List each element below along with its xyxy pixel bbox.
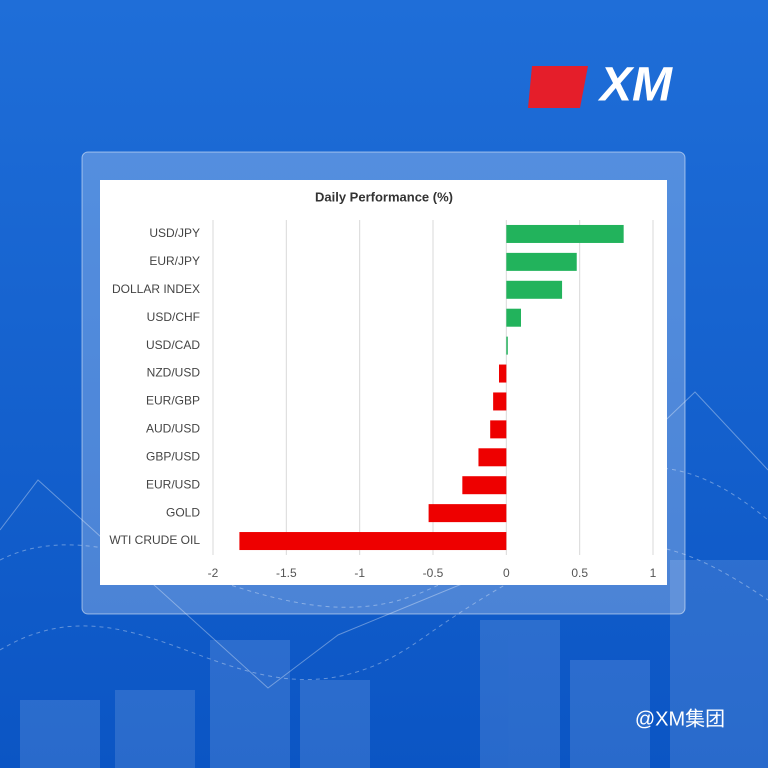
bar <box>239 532 507 551</box>
bar <box>506 336 508 355</box>
bar <box>506 308 521 327</box>
bar <box>506 224 624 243</box>
chart-title: Daily Performance (%) <box>315 189 453 204</box>
plot: -2 -1.5 -1 -0.5 0 0.5 1 USD/JPY EUR/JPY DOLLAR IN… <box>109 220 657 580</box>
bar <box>490 420 507 439</box>
x-tick-label: -2 <box>208 566 219 580</box>
y-tick-label: NZD/USD <box>147 366 201 380</box>
y-tick-label: EUR/JPY <box>149 254 200 268</box>
bar <box>506 280 563 299</box>
bar <box>428 504 507 523</box>
chart-area <box>100 180 667 585</box>
y-tick-label: DOLLAR INDEX <box>112 282 200 296</box>
y-tick-label: USD/JPY <box>149 226 200 240</box>
x-tick-label: 0 <box>503 566 510 580</box>
x-tick-label: 0.5 <box>571 566 588 580</box>
y-tick-label: WTI CRUDE OIL <box>109 533 200 547</box>
y-tick-label: EUR/USD <box>146 477 200 491</box>
bar <box>506 252 577 271</box>
bar <box>478 448 507 467</box>
decor-bars <box>20 560 768 768</box>
y-tick-label: USD/CHF <box>147 310 200 324</box>
logo-text: XM <box>597 59 673 112</box>
logo: XM <box>528 59 673 112</box>
bar <box>499 364 507 383</box>
y-tick-label: AUD/USD <box>146 422 200 436</box>
y-tick-label: USD/CAD <box>146 338 200 352</box>
x-tick-label: -1 <box>354 566 365 580</box>
bar <box>493 392 507 411</box>
x-tick-label: -0.5 <box>423 566 444 580</box>
x-tick-label: 1 <box>650 566 657 580</box>
y-tick-label: GOLD <box>166 505 200 519</box>
y-tick-label: EUR/GBP <box>146 394 200 408</box>
watermark: @XM集团 <box>635 707 725 730</box>
bar <box>462 476 507 495</box>
x-tick-label: -1.5 <box>276 566 297 580</box>
y-tick-label: GBP/USD <box>146 449 200 463</box>
